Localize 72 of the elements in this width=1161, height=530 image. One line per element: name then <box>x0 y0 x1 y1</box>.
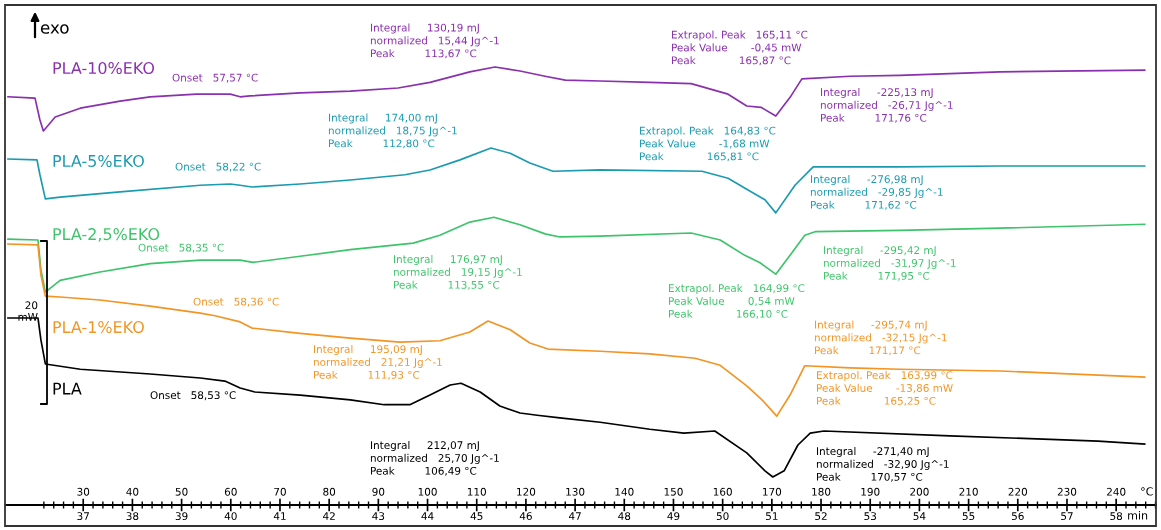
x2-tick-label: 49 <box>667 512 680 521</box>
annotation: Integral -295,74 mJ normalized -32,15 Jg^-1 Peak 171,17 °C <box>814 320 947 356</box>
series-label: PLA <box>53 382 82 395</box>
x2-tick-label: 48 <box>618 512 631 521</box>
x-tick-label: 120 <box>517 487 536 496</box>
x2-tick-label: 53 <box>864 512 877 521</box>
text: Integral 130,19 mJ normalized 15,44 Jg^-1 Peak 113,67 °C <box>370 23 499 59</box>
x-tick-label: 200 <box>910 487 929 496</box>
annotation: 20 mW <box>18 301 38 321</box>
annotation: Extrapol. Peak 164,99 °C Peak Value 0,54 mW Peak 166,10 °C <box>669 284 805 319</box>
x-tick-label: 220 <box>1008 487 1028 496</box>
x2-tick-label: 55 <box>962 512 975 521</box>
annotation: Integral -295,42 mJ normalized -31,97 Jg^-1 Peak 171,95 °C <box>823 246 956 281</box>
x-tick-label: 160 <box>713 487 732 496</box>
x-tick-label: 80 <box>323 487 336 496</box>
x-axis-title: °C <box>1141 487 1153 496</box>
x2-tick-label: 44 <box>421 512 434 520</box>
x2-tick-label: 57 <box>1061 512 1073 521</box>
annotation: Extrapol. Peak 164,83 °C Peak Value -1,68 mW Peak 165,81 °C <box>640 126 776 162</box>
x2-tick-label: 43 <box>372 512 385 521</box>
annotation: Integral 195,09 mJ normalized 21,21 Jg^-1 Peak 111,93 °C <box>313 345 442 380</box>
x2-tick-label: 42 <box>323 512 335 520</box>
x-tick-label: 240 <box>1106 487 1126 496</box>
x-tick-label: 40 <box>126 487 139 496</box>
x2-tick-label: 38 <box>126 512 139 521</box>
x2-tick-label: 37 <box>77 512 89 521</box>
annotation: Integral -276,98 mJ normalized -29,85 Jg^-1 Peak 171,62 °C <box>810 175 943 210</box>
x2-tick-label: 41 <box>273 512 286 520</box>
series-label: PLA-5%EKO <box>53 154 144 167</box>
annotation: Onset 58,53 °C <box>150 391 236 401</box>
x-tick-label: 210 <box>959 487 978 496</box>
annotation: Integral 212,07 mJ normalized 25,70 Jg^-1 Peak 106,49 °C <box>370 441 499 476</box>
x2-tick-label: 47 <box>568 512 581 520</box>
series-label: PLA-10%EKO <box>53 62 155 75</box>
annotation: Onset 58,36 °C <box>193 297 279 307</box>
annotation: Extrapol. Peak 163,99 °C Peak Value -13,86 mW Peak 165,25 °C <box>817 371 953 406</box>
x-tick-label: 130 <box>566 487 585 496</box>
x-tick-label: 180 <box>812 487 831 496</box>
x2-tick-label: 46 <box>519 512 532 521</box>
series-label: PLA-1%EKO <box>53 321 144 334</box>
x2-tick-label: 40 <box>224 512 237 521</box>
text: exo <box>40 24 69 34</box>
annotation: Onset 57,57 °C <box>172 73 258 83</box>
x-tick-label: 190 <box>861 487 880 496</box>
annotation: Integral -225,13 mJ normalized -26,71 Jg^-1 Peak 171,76 °C <box>820 88 953 123</box>
x-tick-label: 100 <box>418 487 437 496</box>
annotation: Onset 58,35 °C <box>138 243 224 253</box>
x2-tick-label: 39 <box>175 512 188 521</box>
x2-tick-label: 45 <box>470 512 483 521</box>
annotation: Integral -271,40 mJ normalized -32,90 Jg^-1 Peak 170,57 °C <box>816 447 949 482</box>
x2-axis-title: min <box>1128 511 1148 520</box>
annotation: Integral 174,00 mJ normalized 18,75 Jg^-1 Peak 112,80 °C <box>328 113 457 149</box>
x2-tick-label: 51 <box>766 512 778 521</box>
x-tick-label: 110 <box>467 487 486 496</box>
x-tick-label: 50 <box>175 487 188 496</box>
annotation: Onset 58,22 °C <box>175 162 261 172</box>
x2-tick-label: 50 <box>716 512 729 521</box>
x2-tick-label: 54 <box>913 512 926 521</box>
annotation: Integral 176,97 mJ normalized 19,15 Jg^-1 Peak 113,55 °C <box>393 255 522 290</box>
x-tick-label: 30 <box>77 487 90 496</box>
x-tick-label: 230 <box>1057 487 1077 496</box>
x-tick-label: 60 <box>224 487 237 496</box>
text: Extrapol. Peak 165,11 °C Peak Value -0,45 mW Peak 165,87 °C <box>672 30 808 66</box>
x-tick-label: 170 <box>763 487 782 496</box>
x-tick-label: 70 <box>274 487 286 496</box>
x2-tick-label: 56 <box>1011 512 1024 521</box>
x-tick-label: 150 <box>664 487 683 496</box>
x2-tick-label: 58 <box>1110 512 1123 521</box>
series-label: PLA-2,5%EKO <box>53 228 160 242</box>
x2-tick-label: 52 <box>815 512 827 521</box>
x-tick-label: 90 <box>372 487 385 496</box>
x-tick-label: 140 <box>615 487 634 496</box>
